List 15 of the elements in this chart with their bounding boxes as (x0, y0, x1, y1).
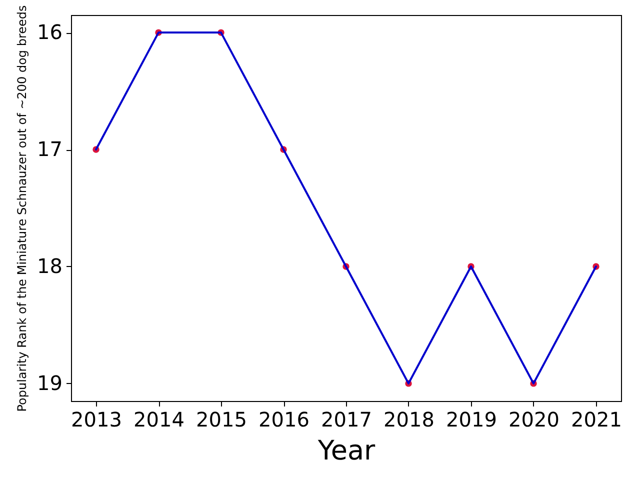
y-tick-label: 16 (37, 20, 62, 44)
x-tick-label: 2013 (71, 408, 122, 432)
x-tick-label: 2021 (571, 408, 622, 432)
y-axis-title: Popularity Rank of the Miniature Schnauzer out of ~200 dog breeds (15, 5, 30, 412)
x-tick-label: 2018 (384, 408, 434, 432)
x-tick-label: 2017 (321, 408, 372, 432)
y-tick-label: 18 (37, 254, 62, 278)
x-tick-label: 2016 (258, 408, 310, 432)
x-axis-title: Year (316, 436, 376, 466)
y-tick-label: 17 (37, 137, 62, 162)
x-tick-label: 2019 (446, 408, 497, 432)
x-tick-label: 2020 (508, 408, 560, 432)
x-tick-label: 2015 (196, 408, 247, 432)
x-tick-label: 2014 (134, 408, 184, 432)
y-tick-label: 19 (37, 370, 62, 395)
